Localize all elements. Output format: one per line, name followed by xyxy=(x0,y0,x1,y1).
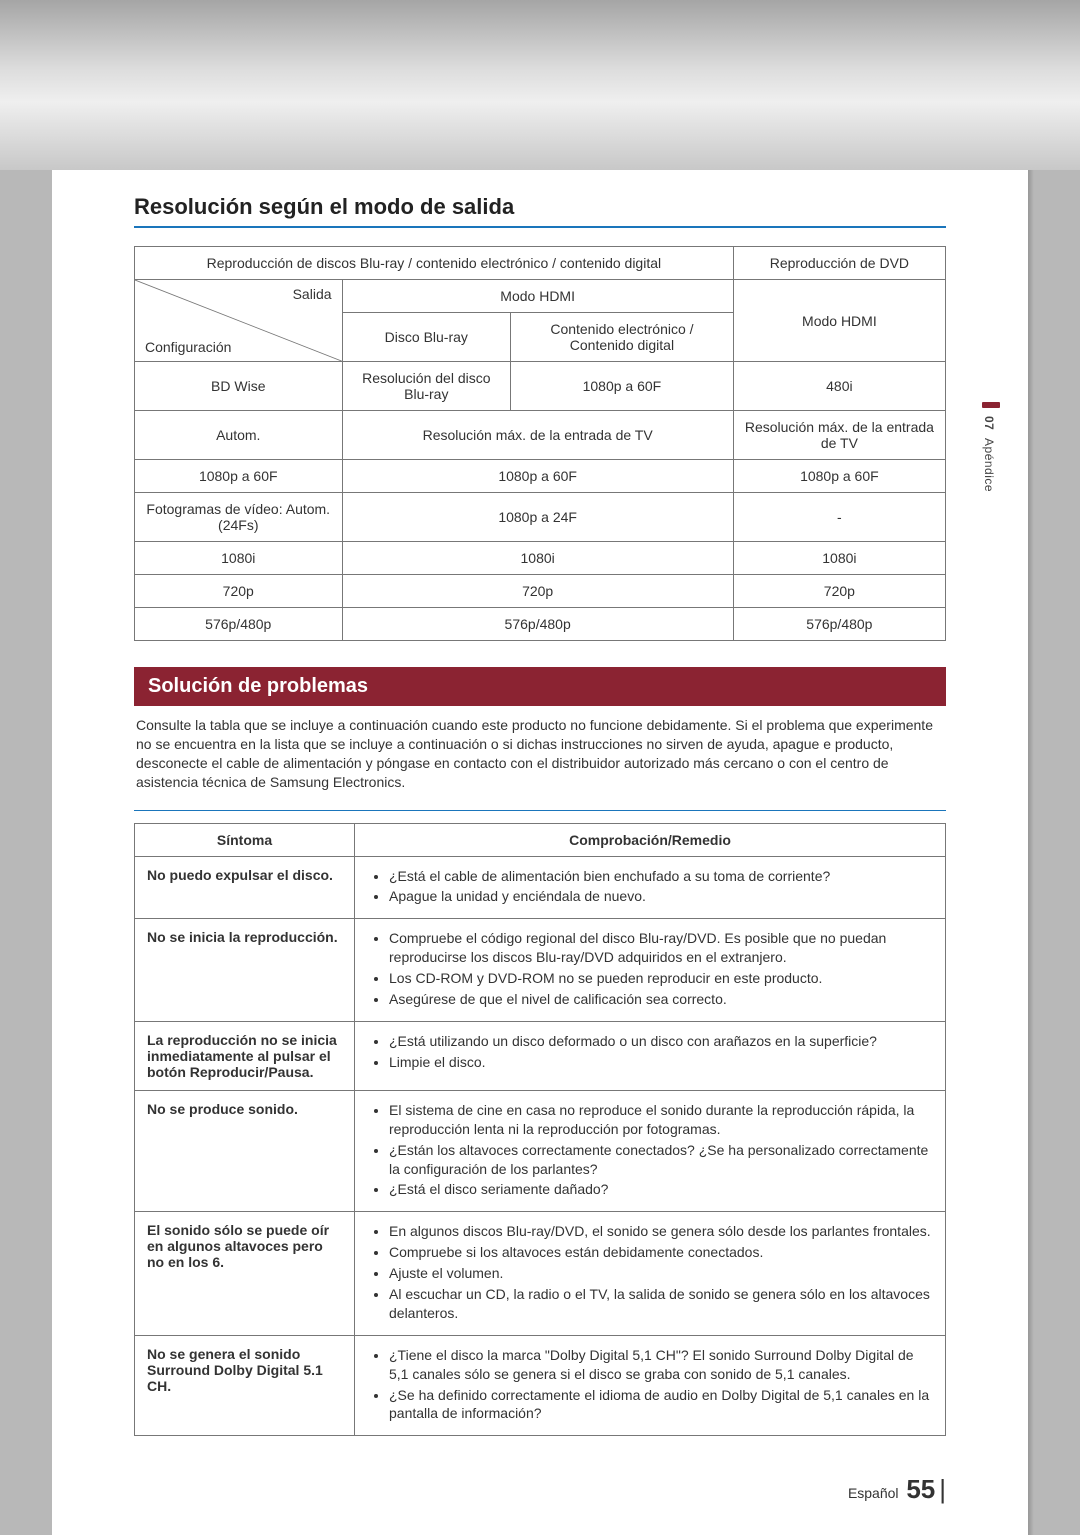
table-row: 1080p a 60F 1080p a 60F 1080p a 60F xyxy=(135,460,946,493)
res-c3: 1080i xyxy=(733,542,945,575)
list-item: ¿Está el cable de alimentación bien ench… xyxy=(389,867,933,886)
list-item: Asegúrese de que el nivel de calificació… xyxy=(389,990,933,1009)
trouble-remedy: ¿Está el cable de alimentación bien ench… xyxy=(355,856,946,919)
res-cfg: 576p/480p xyxy=(135,608,343,641)
label-config: Configuración xyxy=(145,339,231,355)
top-gradient-band xyxy=(0,0,1080,170)
footer-lang: Español xyxy=(848,1485,899,1501)
table-row: Autom. Resolución máx. de la entrada de … xyxy=(135,411,946,460)
list-item: Limpie el disco. xyxy=(389,1053,933,1072)
table-row: 576p/480p 576p/480p 576p/480p xyxy=(135,608,946,641)
table-row: Fotogramas de vídeo: Autom. (24Fs) 1080p… xyxy=(135,493,946,542)
troubleshoot-table: Síntoma Comprobación/Remedio No puedo ex… xyxy=(134,823,946,1437)
page-body: 07 Apéndice Resolución según el modo de … xyxy=(52,170,1028,1535)
list-item: En algunos discos Blu-ray/DVD, el sonido… xyxy=(389,1222,933,1241)
trouble-symptom: La reproducción no se inicia inmediatame… xyxy=(135,1021,355,1090)
table-row: No se genera el sonido Surround Dolby Di… xyxy=(135,1335,946,1436)
trouble-symptom: No se inicia la reproducción. xyxy=(135,919,355,1022)
res-hdr-disc: Disco Blu-ray xyxy=(342,313,511,362)
res-cfg: Autom. xyxy=(135,411,343,460)
side-tab-mark xyxy=(982,402,1000,408)
trouble-remedy: Compruebe el código regional del disco B… xyxy=(355,919,946,1022)
section-rule xyxy=(134,226,946,228)
trouble-remedy: ¿Tiene el disco la marca "Dolby Digital … xyxy=(355,1335,946,1436)
res-hdr-econtent: Contenido electrónico / Contenido digita… xyxy=(511,313,734,362)
res-c2: 1080p a 60F xyxy=(511,362,734,411)
list-item: Al escuchar un CD, la radio o el TV, la … xyxy=(389,1285,933,1323)
section-band-troubleshoot: Solución de problemas xyxy=(134,667,946,706)
list-item: ¿Tiene el disco la marca "Dolby Digital … xyxy=(389,1346,933,1384)
res-c12: 1080p a 60F xyxy=(342,460,733,493)
res-cfg: BD Wise xyxy=(135,362,343,411)
res-hdr-salida-config: Salida Configuración xyxy=(135,280,343,362)
table-row: 720p 720p 720p xyxy=(135,575,946,608)
list-item: Los CD-ROM y DVD-ROM no se pueden reprod… xyxy=(389,969,933,988)
trouble-hdr-rem: Comprobación/Remedio xyxy=(355,823,946,856)
label-salida: Salida xyxy=(293,286,332,302)
list-item: ¿Está utilizando un disco deformado o un… xyxy=(389,1032,933,1051)
troubleshoot-intro: Consulte la tabla que se incluye a conti… xyxy=(134,706,946,810)
res-c12: Resolución máx. de la entrada de TV xyxy=(342,411,733,460)
trouble-remedy: El sistema de cine en casa no reproduce … xyxy=(355,1090,946,1211)
side-tab-text: 07 Apéndice xyxy=(982,416,996,492)
list-item: Ajuste el volumen. xyxy=(389,1264,933,1283)
trouble-remedy: ¿Está utilizando un disco deformado o un… xyxy=(355,1021,946,1090)
res-c3: Resolución máx. de la entrada de TV xyxy=(733,411,945,460)
table-row: No se produce sonido. El sistema de cine … xyxy=(135,1090,946,1211)
res-cfg: 1080p a 60F xyxy=(135,460,343,493)
list-item: Compruebe el código regional del disco B… xyxy=(389,929,933,967)
list-item: El sistema de cine en casa no reproduce … xyxy=(389,1101,933,1139)
list-item: Compruebe si los altavoces están debidam… xyxy=(389,1243,933,1262)
trouble-symptom: No se genera el sonido Surround Dolby Di… xyxy=(135,1335,355,1436)
res-c3: 480i xyxy=(733,362,945,411)
res-c12: 720p xyxy=(342,575,733,608)
res-cfg: 1080i xyxy=(135,542,343,575)
trouble-symptom: No puedo expulsar el disco. xyxy=(135,856,355,919)
page-footer: Español 55| xyxy=(134,1436,946,1505)
res-c3: 576p/480p xyxy=(733,608,945,641)
resolution-table: Reproducción de discos Blu-ray / conteni… xyxy=(134,246,946,641)
res-hdr-dvd: Reproducción de DVD xyxy=(733,247,945,280)
res-c1: Resolución del disco Blu-ray xyxy=(342,362,511,411)
trouble-hdr-sym: Síntoma xyxy=(135,823,355,856)
table-row: No se inicia la reproducción. Compruebe e… xyxy=(135,919,946,1022)
side-tab: 07 Apéndice xyxy=(982,402,1000,492)
section-title-resolution: Resolución según el modo de salida xyxy=(134,170,946,226)
res-c12: 1080i xyxy=(342,542,733,575)
table-row: 1080i 1080i 1080i xyxy=(135,542,946,575)
list-item: ¿Se ha definido correctamente el idioma … xyxy=(389,1386,933,1424)
res-c12: 576p/480p xyxy=(342,608,733,641)
res-cfg: 720p xyxy=(135,575,343,608)
trouble-symptom: No se produce sonido. xyxy=(135,1090,355,1211)
res-c3: - xyxy=(733,493,945,542)
res-hdr-hdmi: Modo HDMI xyxy=(342,280,733,313)
table-row: El sonido sólo se puede oír en algunos a… xyxy=(135,1212,946,1335)
chapter-label: Apéndice xyxy=(982,438,996,492)
res-c3: 720p xyxy=(733,575,945,608)
list-item: ¿Están los altavoces correctamente conec… xyxy=(389,1141,933,1179)
chapter-number: 07 xyxy=(982,416,996,430)
table-row: BD Wise Resolución del disco Blu-ray 108… xyxy=(135,362,946,411)
table-row: La reproducción no se inicia inmediatame… xyxy=(135,1021,946,1090)
res-c12: 1080p a 24F xyxy=(342,493,733,542)
res-hdr-bluray: Reproducción de discos Blu-ray / conteni… xyxy=(135,247,734,280)
res-c3: 1080p a 60F xyxy=(733,460,945,493)
res-cfg: Fotogramas de vídeo: Autom. (24Fs) xyxy=(135,493,343,542)
intro-rule xyxy=(134,810,946,811)
table-row: No puedo expulsar el disco. ¿Está el cabl… xyxy=(135,856,946,919)
res-hdr-hdmi2: Modo HDMI xyxy=(733,280,945,362)
list-item: Apague la unidad y enciéndala de nuevo. xyxy=(389,887,933,906)
list-item: ¿Está el disco seriamente dañado? xyxy=(389,1180,933,1199)
trouble-symptom: El sonido sólo se puede oír en algunos a… xyxy=(135,1212,355,1335)
trouble-remedy: En algunos discos Blu-ray/DVD, el sonido… xyxy=(355,1212,946,1335)
